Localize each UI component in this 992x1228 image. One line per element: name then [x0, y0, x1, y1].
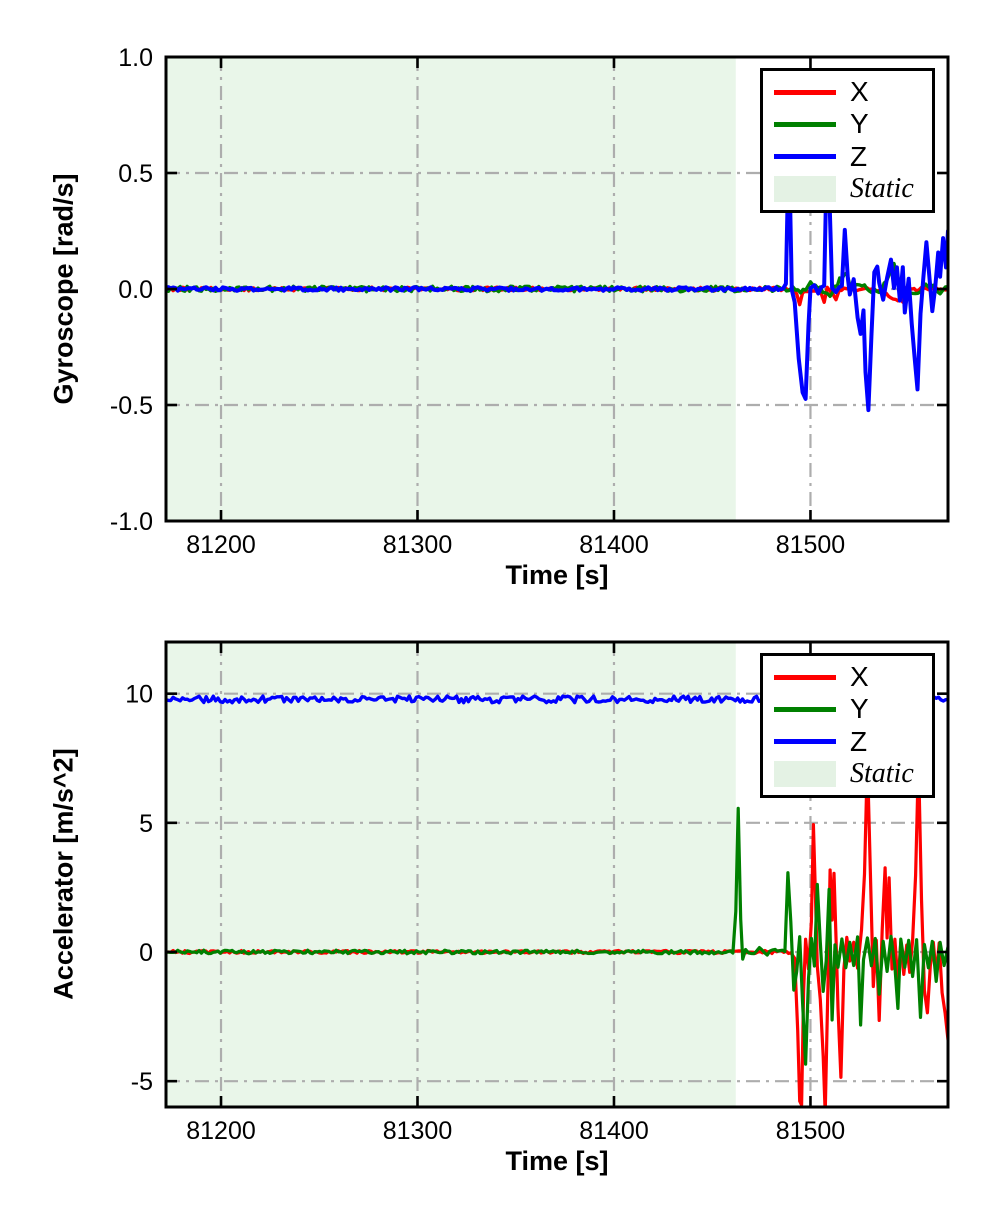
legend-entry-y: Y — [774, 109, 921, 139]
legend-entry-static: Static — [774, 174, 921, 204]
legend-swatch-x — [774, 674, 836, 680]
gyroscope-legend: X Y Z Static — [760, 68, 935, 213]
tick-labels: 81200 81300 81400 81500 10 5 0 -5 — [125, 681, 845, 1145]
y-tick-label: 0 — [139, 939, 153, 967]
legend-swatch-x — [774, 89, 836, 95]
legend-entry-z: Z — [774, 142, 921, 172]
tick-marks — [166, 642, 948, 1107]
y-tick-label: 10 — [125, 681, 153, 709]
x-tick-label: 81200 — [186, 1117, 256, 1145]
legend-swatch-z — [774, 739, 836, 745]
accelerator-legend: X Y Z Static — [760, 653, 935, 798]
axes-spines — [164, 640, 950, 1109]
static-region — [166, 642, 736, 1107]
legend-swatch-z — [774, 154, 836, 160]
x-tick-label: 81400 — [579, 531, 649, 559]
x-tick-label: 81400 — [579, 1117, 649, 1145]
legend-swatch-y — [774, 706, 836, 712]
y-tick-label: 0.5 — [118, 160, 153, 188]
x-tick-label: 81300 — [383, 531, 453, 559]
y-tick-label: 1.0 — [118, 44, 153, 72]
legend-entry-z: Z — [774, 727, 921, 757]
legend-label: Y — [850, 693, 869, 725]
legend-label: X — [850, 76, 869, 108]
x-tick-label: 81500 — [776, 1117, 846, 1145]
axes-spines — [164, 55, 950, 523]
series-line-y — [166, 806, 948, 1066]
y-tick-label: 0.0 — [118, 276, 153, 304]
legend-label: Z — [850, 725, 868, 757]
x-tick-label: 81200 — [186, 531, 256, 559]
legend-entry-x: X — [774, 77, 921, 107]
legend-swatch-static — [774, 175, 836, 202]
x-tick-label: 81300 — [383, 1117, 453, 1145]
legend-label: Static — [850, 172, 914, 204]
tick-labels: 81200 81300 81400 81500 1.0 0.5 0.0 -0.5 -1.0 — [110, 44, 845, 559]
y-tick-label: -1.0 — [110, 508, 153, 536]
legend-entry-static: Static — [774, 759, 921, 789]
accelerator-y-axis-label: Accelerator [m/s^2] — [48, 748, 79, 1000]
legend-entry-y: Y — [774, 694, 921, 724]
y-tick-label: -5 — [131, 1068, 153, 1096]
legend-entry-x: X — [774, 662, 921, 692]
x-tick-label: 81500 — [776, 531, 846, 559]
accelerator-subplot: 81200 81300 81400 81500 10 5 0 -5 — [125, 640, 950, 1145]
gyroscope-y-axis-label: Gyroscope [rad/s] — [48, 173, 79, 405]
accelerator-x-axis-label: Time [s] — [505, 1146, 609, 1176]
gyroscope-subplot: 81200 81300 81400 81500 1.0 0.5 0.0 -0.5 -1.0 — [110, 44, 950, 559]
legend-swatch-y — [774, 121, 836, 127]
legend-label: Static — [850, 757, 914, 789]
y-tick-label: 5 — [139, 810, 153, 838]
legend-label: Z — [850, 140, 868, 172]
legend-swatch-static — [774, 760, 836, 787]
legend-label: Y — [850, 108, 869, 140]
legend-label: X — [850, 661, 869, 693]
gyroscope-x-axis-label: Time [s] — [505, 560, 609, 590]
y-tick-label: -0.5 — [110, 392, 153, 420]
